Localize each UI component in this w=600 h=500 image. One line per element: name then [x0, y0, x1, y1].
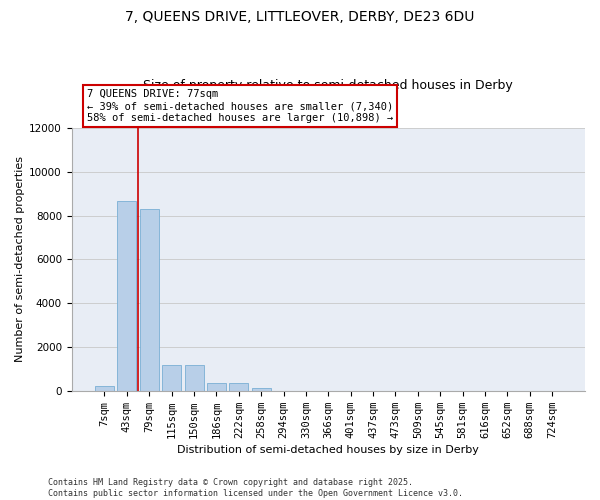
X-axis label: Distribution of semi-detached houses by size in Derby: Distribution of semi-detached houses by … [178, 445, 479, 455]
Bar [140, 209, 159, 391]
Bar [229, 383, 248, 391]
Bar [251, 388, 271, 391]
Y-axis label: Number of semi-detached properties: Number of semi-detached properties [15, 156, 25, 362]
Bar [207, 383, 226, 391]
Text: 7 QUEENS DRIVE: 77sqm
← 39% of semi-detached houses are smaller (7,340)
58% of s: 7 QUEENS DRIVE: 77sqm ← 39% of semi-deta… [87, 90, 393, 122]
Bar [185, 364, 203, 391]
Bar [162, 364, 181, 391]
Title: Size of property relative to semi-detached houses in Derby: Size of property relative to semi-detach… [143, 79, 513, 92]
Text: 7, QUEENS DRIVE, LITTLEOVER, DERBY, DE23 6DU: 7, QUEENS DRIVE, LITTLEOVER, DERBY, DE23… [125, 10, 475, 24]
Text: Contains HM Land Registry data © Crown copyright and database right 2025.
Contai: Contains HM Land Registry data © Crown c… [48, 478, 463, 498]
Bar [118, 202, 136, 391]
Bar [95, 386, 114, 391]
